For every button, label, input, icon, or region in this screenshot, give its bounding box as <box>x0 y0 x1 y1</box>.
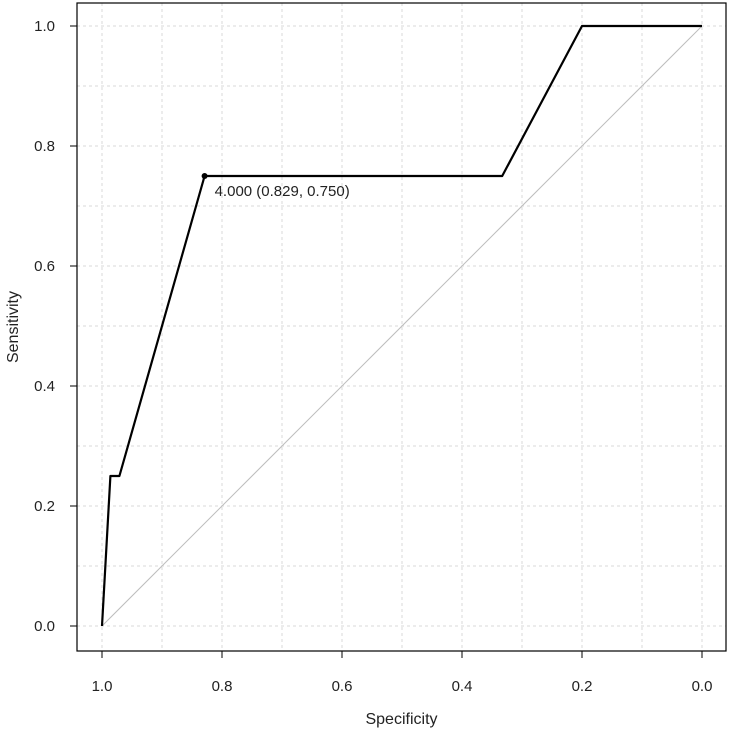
x-tick-label: 0.8 <box>212 678 233 695</box>
plot-frame <box>76 2 727 652</box>
y-tick-label: 0.4 <box>34 378 55 395</box>
y-tick-label: 0.8 <box>34 138 55 155</box>
y-tick-label: 0.6 <box>34 258 55 275</box>
y-tick-label: 0.0 <box>34 618 55 635</box>
axis-layer: 1.0 0.8 0.6 0.4 0.2 0.0 0.0 0.2 0.4 0.6 0.8 1.0 <box>34 18 712 695</box>
x-tick-label: 1.0 <box>92 678 113 695</box>
x-tick-label: 0.4 <box>452 678 473 695</box>
annotation-point <box>201 173 208 179</box>
y-tick-label: 0.2 <box>34 498 55 515</box>
y-tick-label: 1.0 <box>34 18 55 35</box>
annotation-label: 4.000 (0.829, 0.750) <box>215 183 350 200</box>
x-tick-label: 0.0 <box>692 678 713 695</box>
x-tick-label: 0.2 <box>572 678 593 695</box>
reference-diagonal-line <box>101 25 703 627</box>
y-axis-title: Sensitivity <box>5 291 22 363</box>
x-tick-label: 0.6 <box>332 678 353 695</box>
x-axis-title: Specificity <box>365 711 437 728</box>
